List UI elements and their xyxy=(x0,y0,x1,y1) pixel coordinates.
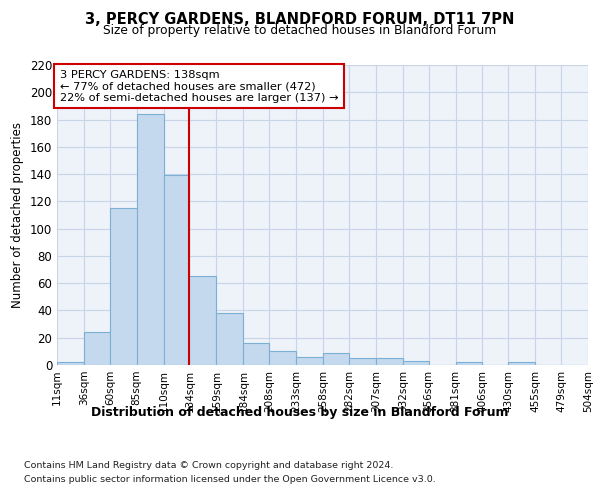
Text: 3, PERCY GARDENS, BLANDFORD FORUM, DT11 7PN: 3, PERCY GARDENS, BLANDFORD FORUM, DT11 … xyxy=(85,12,515,28)
Bar xyxy=(217,313,244,365)
Text: Distribution of detached houses by size in Blandford Forum: Distribution of detached houses by size … xyxy=(91,406,509,419)
Bar xyxy=(376,358,403,365)
Text: Contains HM Land Registry data © Crown copyright and database right 2024.: Contains HM Land Registry data © Crown c… xyxy=(24,462,394,470)
Bar xyxy=(164,176,190,365)
Text: Contains public sector information licensed under the Open Government Licence v3: Contains public sector information licen… xyxy=(24,476,436,484)
Text: 3 PERCY GARDENS: 138sqm
← 77% of detached houses are smaller (472)
22% of semi-d: 3 PERCY GARDENS: 138sqm ← 77% of detache… xyxy=(59,70,338,102)
Bar xyxy=(508,362,535,365)
Bar xyxy=(244,343,269,365)
Bar xyxy=(455,362,482,365)
Bar xyxy=(403,361,428,365)
Bar xyxy=(323,352,349,365)
Bar xyxy=(349,358,376,365)
Bar xyxy=(57,362,84,365)
Bar xyxy=(137,114,164,365)
Bar xyxy=(84,332,110,365)
Bar xyxy=(110,208,137,365)
Bar xyxy=(190,276,217,365)
Bar xyxy=(269,352,296,365)
Bar xyxy=(296,357,323,365)
Y-axis label: Number of detached properties: Number of detached properties xyxy=(11,122,24,308)
Text: Size of property relative to detached houses in Blandford Forum: Size of property relative to detached ho… xyxy=(103,24,497,37)
